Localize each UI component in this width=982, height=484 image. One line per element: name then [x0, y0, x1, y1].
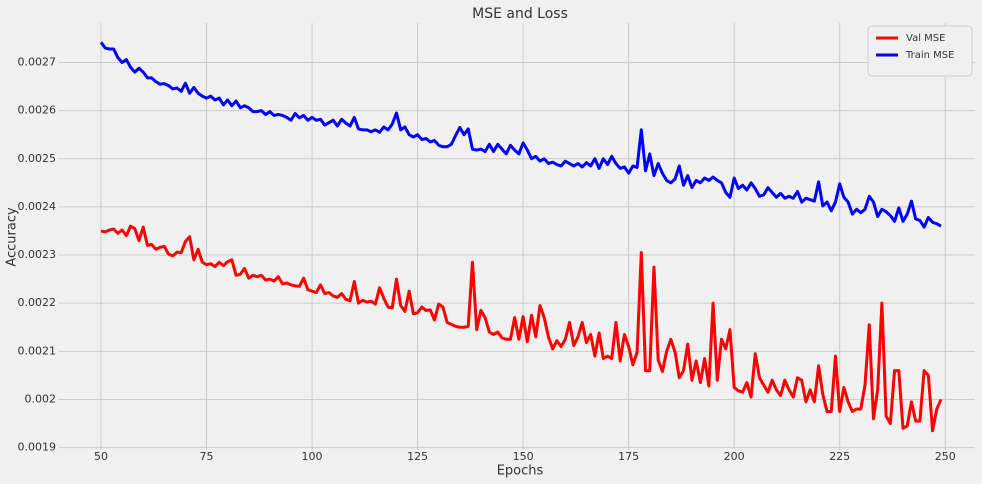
series-line	[100, 224, 943, 433]
x-tick-label: 175	[618, 450, 639, 463]
y-tick-label: 0.0027	[18, 55, 57, 68]
x-tick-label: 250	[935, 450, 956, 463]
chart-title: MSE and Loss	[472, 6, 568, 22]
lines	[99, 41, 943, 433]
x-tick-label: 50	[94, 450, 108, 463]
x-tick-label: 100	[302, 450, 323, 463]
x-tick-label: 225	[829, 450, 850, 463]
x-tick-label: 125	[407, 450, 428, 463]
y-axis-label: Accuracy	[5, 207, 20, 267]
series-line	[99, 41, 942, 229]
grid: 0.0019 0.002 0.0021 0.0022 0.0023 0.0024 0.002…	[18, 23, 975, 463]
y-tick-label: 0.0023	[18, 248, 57, 261]
legend: Val MSE Train MSE	[867, 25, 973, 77]
legend-label: Train MSE	[905, 50, 954, 61]
y-tick-label: 0.0022	[18, 296, 57, 309]
x-tick-label: 75	[200, 450, 214, 463]
y-tick-label: 0.0026	[18, 104, 57, 117]
y-tick-label: 0.0021	[18, 344, 57, 357]
y-tick-label: 0.0019	[18, 441, 57, 454]
x-tick-label: 150	[513, 450, 534, 463]
x-axis-label: Epochs	[497, 464, 544, 479]
y-tick-label: 0.002	[25, 392, 57, 405]
legend-label: Val MSE	[906, 33, 945, 44]
x-tick-label: 200	[724, 450, 745, 463]
y-tick-label: 0.0024	[18, 200, 57, 213]
y-tick-label: 0.0025	[18, 152, 57, 165]
